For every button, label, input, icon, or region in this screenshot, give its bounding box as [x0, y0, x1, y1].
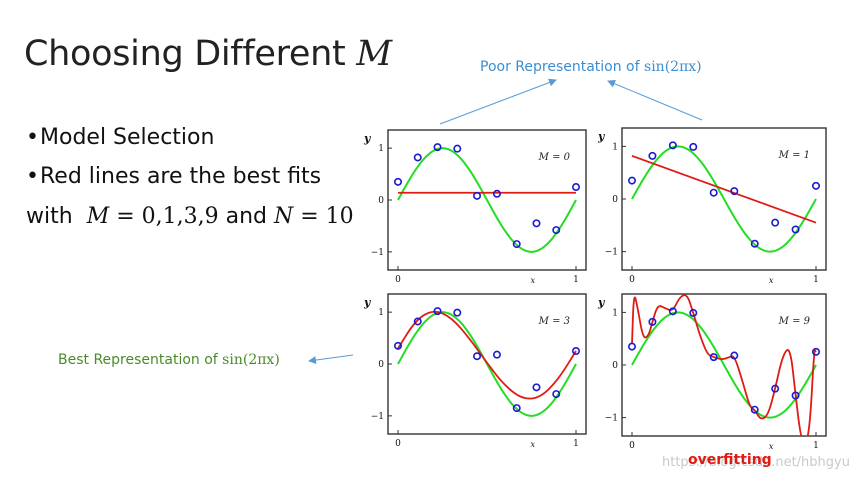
- data-point: [730, 351, 739, 360]
- y-tick-label: 0: [378, 360, 384, 370]
- x-tick-label: 0: [629, 275, 635, 285]
- data-point: [791, 391, 800, 400]
- y-tick-label: 1: [378, 308, 384, 318]
- fit-curve: [631, 294, 817, 436]
- x-tick-label: 0: [395, 439, 401, 449]
- y-tick-label: 0: [378, 196, 384, 206]
- data-point: [492, 350, 501, 359]
- x-tick-label: 1: [573, 439, 579, 449]
- y-axis-label: y: [363, 296, 372, 309]
- poor-representation-label: Poor Representation of sin(2πx): [480, 59, 702, 75]
- watermark: https://blog.csdn.net/hbhgyu: [662, 455, 850, 470]
- y-tick-label: 0: [612, 195, 618, 205]
- data-point: [532, 219, 541, 228]
- y-tick-label: −1: [371, 412, 384, 422]
- x-tick-label: 0: [395, 275, 401, 285]
- arrow-poor-left: [439, 78, 557, 125]
- y-axis-label: y: [363, 132, 372, 145]
- fit-curve: [631, 155, 817, 224]
- slide-title: Choosing Different M: [24, 34, 392, 74]
- model-order-label: M = 1: [778, 150, 810, 161]
- y-axis-label: y: [597, 296, 606, 309]
- data-point: [572, 347, 581, 356]
- data-point: [689, 142, 698, 151]
- data-point: [668, 307, 677, 316]
- true-sine-curve: [631, 145, 817, 253]
- data-point: [453, 144, 462, 153]
- data-point: [709, 188, 718, 197]
- y-tick-label: 1: [612, 142, 618, 152]
- plot-area: [393, 143, 581, 253]
- data-point: [433, 143, 442, 152]
- data-point: [512, 404, 521, 413]
- plot-area: [627, 294, 821, 436]
- data-point: [689, 308, 698, 317]
- data-point: [552, 226, 561, 235]
- data-point: [532, 383, 541, 392]
- data-point: [627, 176, 636, 185]
- data-point: [393, 177, 402, 186]
- data-point: [791, 225, 800, 234]
- overfitting-label: overfitting: [688, 452, 772, 468]
- data-point: [512, 240, 521, 249]
- x-axis-label: x: [531, 440, 536, 449]
- true-sine-curve: [631, 311, 817, 419]
- y-tick-label: −1: [605, 414, 618, 424]
- x-axis-label: x: [769, 442, 774, 451]
- y-tick-label: 0: [612, 361, 618, 371]
- x-tick-label: 1: [813, 441, 819, 451]
- data-point: [473, 352, 482, 361]
- data-point: [627, 342, 636, 351]
- data-point: [750, 405, 759, 414]
- data-point: [730, 187, 739, 196]
- data-point: [812, 347, 821, 356]
- data-point: [668, 141, 677, 150]
- data-point: [572, 183, 581, 192]
- data-point: [648, 151, 657, 160]
- data-point: [433, 307, 442, 316]
- data-point: [812, 181, 821, 190]
- model-order-label: M = 3: [538, 316, 570, 327]
- data-point: [552, 390, 561, 399]
- x-axis-label: x: [769, 276, 774, 285]
- true-sine-curve: [397, 147, 577, 253]
- y-tick-label: −1: [371, 248, 384, 258]
- bullet-red-lines: •Red lines are the best fits: [26, 164, 322, 189]
- y-tick-label: 1: [612, 308, 618, 318]
- arrow-poor-right: [607, 79, 703, 121]
- data-point: [771, 218, 780, 227]
- data-point: [473, 191, 482, 200]
- data-point: [393, 341, 402, 350]
- plot-area: [627, 141, 821, 253]
- data-point: [413, 317, 422, 326]
- y-axis-label: y: [597, 130, 606, 143]
- x-axis-label: x: [531, 276, 536, 285]
- data-point: [413, 153, 422, 162]
- data-point: [492, 189, 501, 198]
- bullet-model-selection: •Model Selection: [26, 125, 215, 150]
- best-representation-label: Best Representation of sin(2πx): [58, 352, 280, 368]
- model-order-label: M = 9: [778, 316, 811, 327]
- data-point: [709, 353, 718, 362]
- x-tick-label: 1: [813, 275, 819, 285]
- model-order-label: M = 0: [538, 152, 571, 163]
- plot-area: [393, 307, 581, 417]
- x-tick-label: 1: [573, 275, 579, 285]
- arrow-best: [308, 354, 354, 365]
- title-variable: M: [356, 34, 392, 74]
- data-point: [648, 317, 657, 326]
- data-point: [771, 384, 780, 393]
- data-point: [750, 239, 759, 248]
- x-tick-label: 0: [629, 441, 635, 451]
- with-line: with M = 0,1,3,9 and N = 10: [26, 204, 354, 229]
- data-point: [453, 308, 462, 317]
- y-tick-label: −1: [605, 248, 618, 258]
- y-tick-label: 1: [378, 144, 384, 154]
